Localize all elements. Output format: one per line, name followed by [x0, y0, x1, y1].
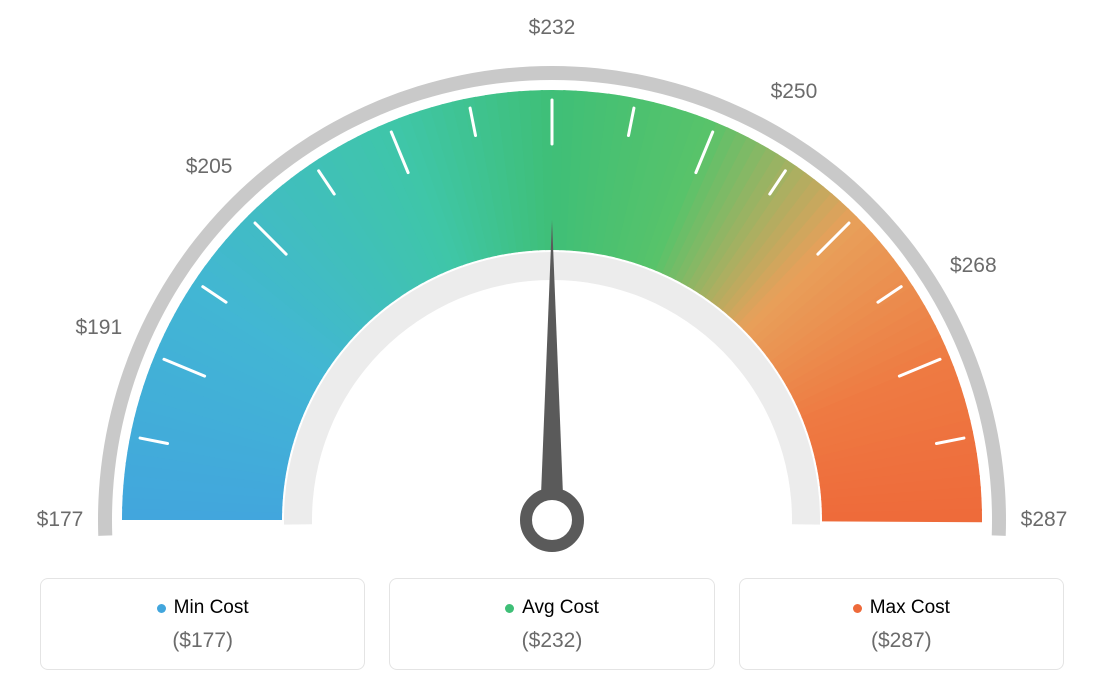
gauge-tick-label: $287 — [1021, 508, 1068, 532]
gauge-tick-label: $232 — [529, 16, 576, 40]
legend-label-max: Max Cost — [870, 597, 950, 619]
gauge-tick-label: $250 — [771, 80, 818, 104]
gauge-tick-label: $177 — [37, 508, 84, 532]
legend-value-min: ($177) — [61, 629, 344, 653]
legend-title-min: Min Cost — [157, 597, 249, 619]
legend-label-avg: Avg Cost — [522, 597, 599, 619]
legend-value-avg: ($232) — [410, 629, 693, 653]
gauge-chart: $177 $191 $205 $232 $250 $268 $287 — [0, 0, 1104, 560]
legend-title-max: Max Cost — [853, 597, 950, 619]
gauge-svg — [0, 0, 1104, 560]
legend-dot-avg — [505, 604, 514, 613]
legend-row: Min Cost ($177) Avg Cost ($232) Max Cost… — [40, 578, 1064, 670]
legend-card-avg: Avg Cost ($232) — [389, 578, 714, 670]
legend-label-min: Min Cost — [174, 597, 249, 619]
legend-title-avg: Avg Cost — [505, 597, 599, 619]
legend-dot-max — [853, 604, 862, 613]
gauge-tick-label: $205 — [186, 155, 233, 179]
legend-card-max: Max Cost ($287) — [739, 578, 1064, 670]
legend-value-max: ($287) — [760, 629, 1043, 653]
gauge-tick-label: $268 — [950, 254, 997, 278]
gauge-tick-label: $191 — [75, 316, 122, 340]
legend-card-min: Min Cost ($177) — [40, 578, 365, 670]
legend-dot-min — [157, 604, 166, 613]
